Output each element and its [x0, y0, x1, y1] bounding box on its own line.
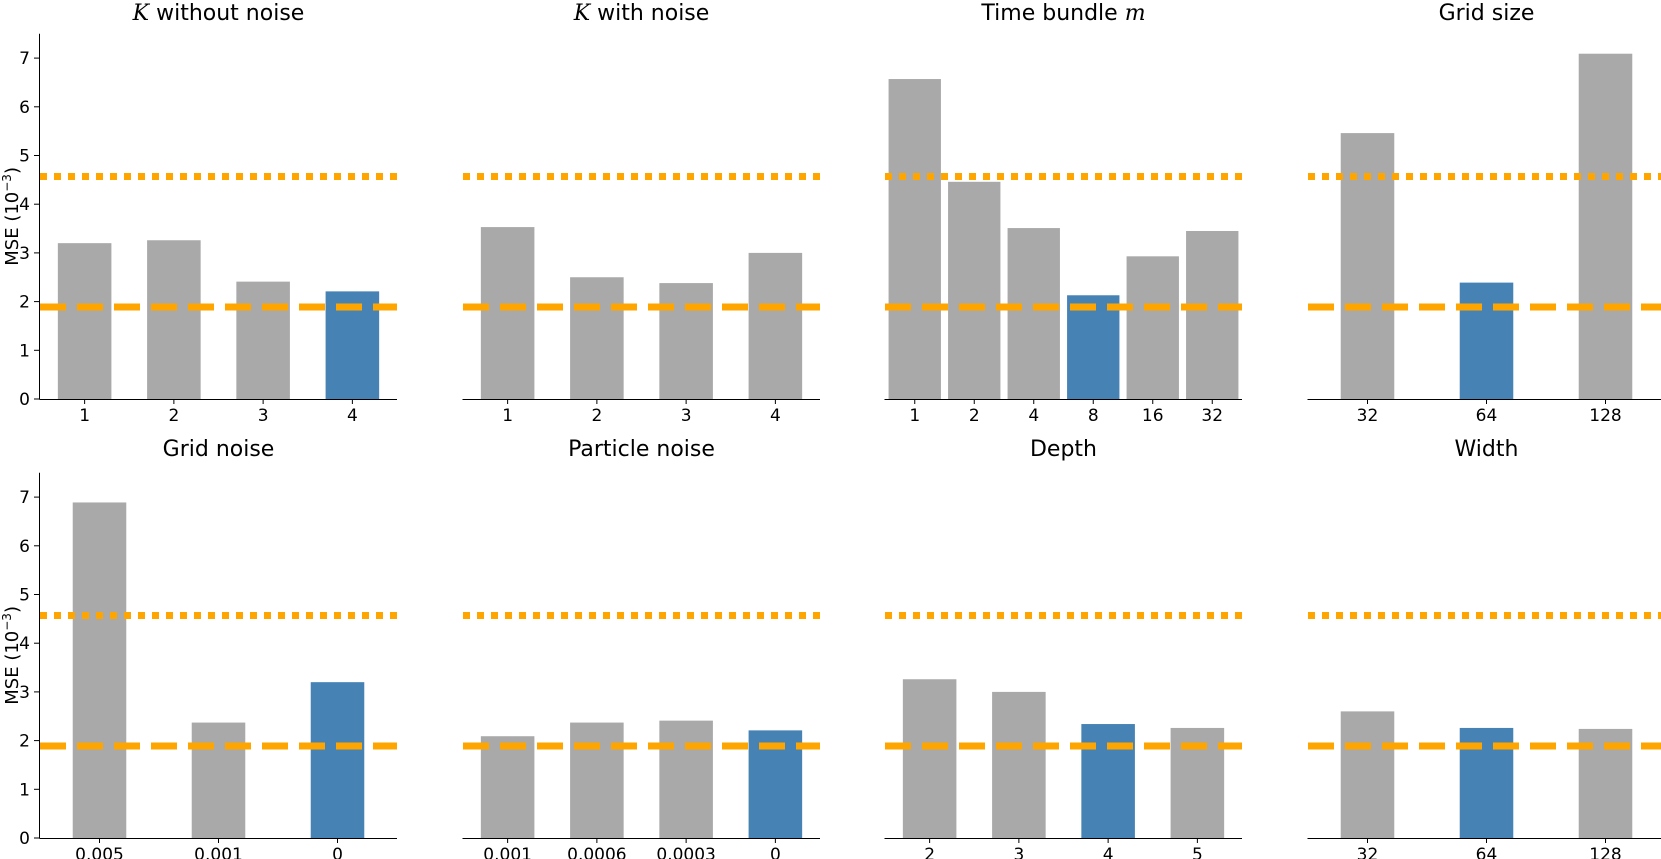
bar [147, 240, 201, 399]
chart-panel: Depth 2 3 4 5 [884, 437, 1242, 859]
bar [236, 281, 290, 399]
x-tick-label: 0.005 [75, 845, 124, 859]
bar [748, 252, 803, 399]
panel-title: K with noise [573, 1, 710, 26]
bar [191, 722, 246, 838]
panel-title: Particle noise [568, 437, 715, 462]
bar [1459, 282, 1514, 399]
x-tick-label: 4 [347, 406, 358, 426]
chart-panel: K without noise 1 2 3 4 0 1 2 3 4 5 6 7 MSE (10−3) [0, 1, 397, 426]
bar [1126, 256, 1179, 399]
x-tick-label: 4 [1028, 406, 1039, 426]
y-tick-label: 2 [19, 732, 30, 752]
bar [1340, 711, 1395, 838]
x-tick-label: 64 [1476, 845, 1498, 859]
bar [1578, 53, 1633, 399]
y-tick-label: 0 [19, 390, 30, 410]
x-tick-label: 32 [1357, 845, 1379, 859]
y-tick-label: 4 [19, 195, 30, 215]
chart-panel: Particle noise 0.001 0.0006 0.0003 0 [462, 437, 820, 859]
panel-title: Grid size [1439, 1, 1535, 26]
x-tick-label: 2 [591, 406, 602, 426]
y-tick-label: 7 [19, 488, 30, 508]
panel-title: K without noise [132, 1, 305, 26]
x-tick-label: 0.001 [194, 845, 243, 859]
x-tick-label: 0.0003 [656, 845, 715, 859]
bar [310, 682, 365, 838]
x-tick-label: 4 [1103, 845, 1114, 859]
chart-panel: K with noise 1 2 3 4 [462, 1, 820, 426]
x-tick-label: 1 [909, 406, 920, 426]
y-tick-label: 0 [19, 829, 30, 849]
bar [992, 691, 1046, 838]
x-tick-label: 128 [1589, 845, 1621, 859]
y-tick-label: 1 [19, 341, 30, 361]
x-tick-label: 32 [1201, 406, 1223, 426]
x-tick-label: 128 [1589, 406, 1621, 426]
bar [57, 243, 112, 399]
x-tick-label: 2 [168, 406, 179, 426]
panel-title: Width [1455, 437, 1519, 462]
x-tick-label: 3 [258, 406, 269, 426]
panel-title: Depth [1030, 437, 1097, 462]
x-tick-label: 1 [502, 406, 513, 426]
x-tick-label: 3 [681, 406, 692, 426]
bar [659, 283, 713, 399]
bar [1186, 230, 1239, 399]
y-tick-label: 5 [19, 147, 30, 167]
bar [902, 679, 957, 838]
x-tick-label: 5 [1192, 845, 1203, 859]
x-tick-label: 32 [1357, 406, 1379, 426]
bar [570, 722, 624, 838]
chart-panel: Time bundle m 1 2 4 8 16 32 [884, 1, 1242, 426]
chart-panel: Grid size 32 64 128 [1307, 1, 1661, 426]
bar [480, 736, 535, 838]
x-tick-label: 2 [924, 845, 935, 859]
x-tick-label: 2 [969, 406, 980, 426]
chart-panel: Grid noise 0.005 0.001 0 0 1 2 3 4 5 6 7 MSE (10−3) [0, 437, 397, 859]
y-tick-label: 6 [19, 537, 30, 557]
panel-title: Grid noise [163, 437, 275, 462]
x-tick-label: 16 [1142, 406, 1164, 426]
x-tick-label: 64 [1476, 406, 1498, 426]
y-tick-label: 3 [19, 683, 30, 703]
y-tick-label: 5 [19, 586, 30, 606]
y-tick-label: 7 [19, 49, 30, 69]
y-tick-label: 3 [19, 244, 30, 264]
x-tick-label: 1 [79, 406, 90, 426]
x-tick-label: 0 [332, 845, 343, 859]
panel-title: Time bundle m [980, 1, 1145, 26]
x-tick-label: 3 [1013, 845, 1024, 859]
bar [570, 277, 624, 399]
bar [948, 181, 1001, 399]
x-tick-label: 0.001 [483, 845, 532, 859]
bar [888, 79, 941, 399]
bar [659, 720, 713, 838]
bar [72, 502, 127, 838]
x-tick-label: 8 [1088, 406, 1099, 426]
bar [480, 227, 535, 399]
bar [1081, 724, 1135, 838]
y-tick-label: 2 [19, 293, 30, 313]
x-tick-label: 4 [770, 406, 781, 426]
y-axis-label: MSE (10−3) [0, 167, 23, 266]
chart-panel: Width 32 64 128 [1307, 437, 1661, 859]
y-tick-label: 4 [19, 634, 30, 654]
y-axis-label: MSE (10−3) [0, 606, 23, 705]
x-tick-label: 0 [770, 845, 781, 859]
y-tick-label: 1 [19, 780, 30, 800]
x-tick-label: 0.0006 [567, 845, 626, 859]
bar [1067, 295, 1120, 399]
y-tick-label: 6 [19, 98, 30, 118]
bar [1007, 228, 1060, 399]
